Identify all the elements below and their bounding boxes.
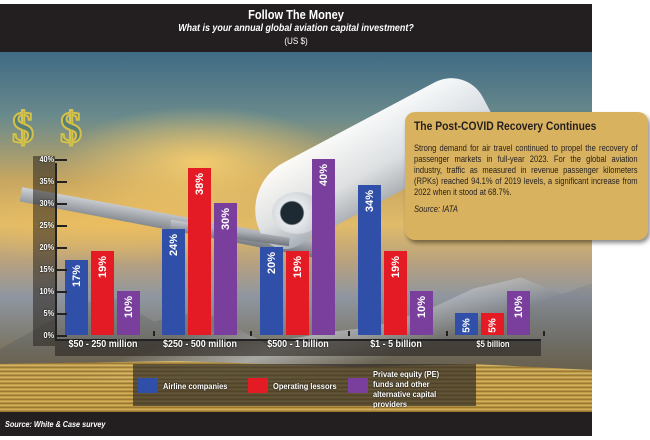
y-tick-label: 15% [39, 264, 54, 274]
bar: 19% [91, 251, 114, 335]
y-tick [55, 159, 67, 161]
bar-value-label: 19% [389, 256, 402, 279]
bar-value-label: 17% [70, 264, 83, 287]
legend-label-airline: Airline companies [163, 381, 228, 391]
y-tick-label: 20% [39, 242, 54, 252]
bar-value-label: 30% [219, 207, 232, 230]
bar-value-label: 10% [415, 295, 428, 318]
y-tick-label: 40% [39, 154, 54, 164]
y-tick [55, 291, 67, 293]
y-tick [55, 313, 67, 315]
x-axis-strip [55, 340, 541, 356]
x-tick [153, 331, 155, 336]
bar-value-label: 10% [122, 295, 135, 318]
bar: 24% [162, 229, 185, 335]
callout-box: The Post-COVID Recovery Continues Strong… [405, 112, 648, 240]
callout-body: Strong demand for air travel continued t… [414, 143, 638, 197]
infographic-panel: Follow The Money What is your annual glo… [0, 4, 592, 436]
chart-header: Follow The Money What is your annual glo… [0, 4, 592, 52]
bar: 20% [260, 247, 283, 335]
chart-footer: Source: White & Case survey [0, 412, 592, 436]
x-tick [543, 331, 545, 336]
dollar-sign-icon: $ [59, 102, 83, 153]
bar: 38% [188, 167, 211, 335]
x-category-label: $250 - 500 million [162, 338, 237, 350]
y-tick-label: 35% [39, 176, 54, 186]
x-tick [348, 331, 350, 336]
callout-title: The Post-COVID Recovery Continues [414, 119, 597, 133]
bar: 10% [117, 291, 140, 335]
bar: 5% [455, 313, 478, 335]
dollar-sign-icon: $ [11, 102, 35, 153]
chart-subtitle: What is your annual global aviation capi… [178, 22, 414, 34]
x-category-label: $5 billion [475, 339, 510, 349]
bar: 40% [312, 159, 335, 335]
legend-swatch-lessor [248, 378, 268, 393]
x-tick [446, 331, 448, 336]
y-tick [55, 181, 67, 183]
bar-value-label: 19% [96, 256, 109, 279]
chart-legend: Airline companies Operating lessors Priv… [133, 364, 476, 409]
bar: 5% [481, 313, 504, 335]
y-axis-strip [33, 156, 55, 346]
callout-source: Source: IATA [414, 204, 458, 214]
bar-value-label: 40% [317, 163, 330, 186]
chart-unit: (US $) [284, 36, 308, 47]
bar: 10% [410, 291, 433, 335]
chart-title: Follow The Money [248, 7, 344, 22]
y-tick [55, 225, 67, 227]
y-tick-label: 10% [39, 286, 54, 296]
bar: 10% [507, 291, 530, 335]
bar: 34% [358, 185, 381, 335]
x-category-label: $1 - 5 billion [369, 338, 422, 350]
bar-value-label: 19% [291, 256, 304, 279]
x-axis [55, 339, 541, 341]
legend-swatch-airline [138, 378, 158, 393]
legend-swatch-pe [348, 378, 368, 393]
y-axis [55, 163, 57, 340]
y-tick [55, 269, 67, 271]
bar: 30% [214, 203, 237, 335]
y-tick-label: 5% [43, 308, 54, 318]
y-tick [55, 247, 67, 249]
bar-value-label: 24% [167, 234, 180, 257]
bar-value-label: 38% [193, 172, 206, 195]
legend-label-lessor: Operating lessors [273, 381, 337, 391]
y-tick-label: 25% [39, 220, 54, 230]
x-category-label: $500 - 1 billion [266, 338, 329, 350]
bar-value-label: 5% [487, 317, 498, 333]
x-category-label: $50 - 250 million [68, 338, 137, 350]
y-tick [55, 203, 67, 205]
bar-value-label: 5% [461, 317, 472, 333]
legend-label-pe: Private equity (PE) funds and other alte… [373, 369, 440, 409]
y-tick [55, 335, 67, 337]
y-tick-label: 0% [43, 330, 54, 340]
footer-source: Source: White & Case survey [5, 419, 106, 429]
y-tick-label: 30% [39, 198, 54, 208]
x-tick [250, 331, 252, 336]
bar-value-label: 34% [363, 190, 376, 213]
bar: 17% [65, 260, 88, 335]
bar-value-label: 10% [512, 295, 525, 318]
bar: 19% [286, 251, 309, 335]
bar: 19% [384, 251, 407, 335]
bar-value-label: 20% [265, 251, 278, 274]
